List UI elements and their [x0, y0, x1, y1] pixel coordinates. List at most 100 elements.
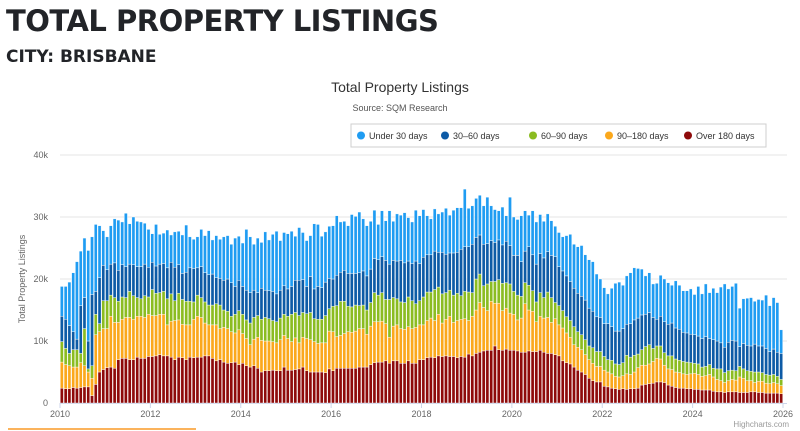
bar-segment-over-180-days[interactable] [319, 371, 324, 404]
bar-segment-under-30-days[interactable] [681, 290, 685, 333]
bar-segment-30-60-days[interactable] [346, 273, 350, 307]
bar-segment-90-180-days[interactable] [602, 369, 606, 387]
bar-segment-under-30-days[interactable] [444, 208, 448, 255]
bar-segment-90-180-days[interactable] [745, 380, 749, 393]
bar-segment-60-90-days[interactable] [380, 292, 384, 322]
bar-segment-90-180-days[interactable] [564, 332, 569, 363]
bar-segment-60-90-days[interactable] [534, 301, 539, 322]
bar-segment-60-90-days[interactable] [779, 379, 783, 386]
bar-segment-90-180-days[interactable] [628, 374, 633, 389]
bar-segment-under-30-days[interactable] [173, 231, 177, 268]
bar-segment-over-180-days[interactable] [395, 360, 399, 404]
bar-segment-60-90-days[interactable] [278, 317, 283, 340]
bar-segment-60-90-days[interactable] [632, 355, 637, 373]
bar-segment-over-180-days[interactable] [606, 386, 610, 404]
bar-segment-30-60-days[interactable] [342, 270, 347, 302]
bar-segment-90-180-days[interactable] [704, 375, 708, 391]
bar-segment-30-60-days[interactable] [726, 342, 731, 371]
bar-segment-30-60-days[interactable] [658, 316, 663, 347]
bar-segment-60-90-days[interactable] [161, 291, 166, 315]
bar-segment-60-90-days[interactable] [312, 318, 316, 342]
bar-segment-over-180-days[interactable] [240, 363, 245, 404]
bar-segment-over-180-days[interactable] [286, 369, 290, 404]
bar-segment-90-180-days[interactable] [432, 320, 437, 358]
bar-segment-under-30-days[interactable] [353, 216, 358, 274]
bar-segment-60-90-days[interactable] [594, 351, 599, 367]
bar-segment-90-180-days[interactable] [448, 316, 452, 357]
bar-segment-60-90-days[interactable] [459, 295, 463, 320]
bar-segment-over-180-days[interactable] [297, 368, 301, 404]
bar-segment-over-180-days[interactable] [519, 351, 524, 404]
bar-segment-under-30-days[interactable] [775, 302, 780, 353]
bar-segment-under-30-days[interactable] [459, 207, 463, 250]
bar-segment-under-30-days[interactable] [191, 239, 196, 269]
bar-segment-30-60-days[interactable] [127, 263, 132, 292]
bar-segment-over-180-days[interactable] [530, 351, 535, 404]
bar-segment-30-60-days[interactable] [297, 280, 301, 316]
bar-segment-under-30-days[interactable] [387, 210, 392, 265]
bar-segment-30-60-days[interactable] [764, 348, 768, 375]
bar-segment-90-180-days[interactable] [572, 344, 576, 368]
bar-segment-over-180-days[interactable] [704, 389, 708, 404]
bar-segment-over-180-days[interactable] [707, 389, 712, 404]
bar-segment-90-180-days[interactable] [203, 322, 207, 357]
bar-segment-90-180-days[interactable] [730, 379, 734, 393]
bar-segment-over-180-days[interactable] [387, 363, 392, 404]
bar-segment-30-60-days[interactable] [493, 242, 497, 282]
bar-segment-under-30-days[interactable] [399, 214, 403, 261]
bar-segment-90-180-days[interactable] [576, 347, 580, 371]
bar-segment-90-180-days[interactable] [387, 337, 392, 364]
bar-segment-over-180-days[interactable] [176, 356, 181, 404]
bar-segment-over-180-days[interactable] [760, 392, 765, 404]
bar-segment-60-90-days[interactable] [365, 309, 369, 335]
bar-segment-over-180-days[interactable] [557, 355, 561, 404]
bar-segment-60-90-days[interactable] [361, 304, 365, 329]
bar-segment-under-30-days[interactable] [131, 216, 136, 265]
bar-segment-60-90-days[interactable] [760, 372, 765, 382]
bar-segment-over-180-days[interactable] [365, 366, 369, 404]
bar-segment-over-180-days[interactable] [775, 392, 780, 404]
bar-segment-over-180-days[interactable] [666, 384, 670, 404]
bar-segment-30-60-days[interactable] [538, 253, 542, 293]
bar-segment-30-60-days[interactable] [662, 321, 667, 353]
bar-segment-60-90-days[interactable] [432, 289, 437, 321]
bar-segment-90-180-days[interactable] [90, 378, 94, 396]
bar-segment-over-180-days[interactable] [195, 356, 200, 404]
bar-segment-over-180-days[interactable] [542, 351, 546, 404]
bar-segment-under-30-days[interactable] [380, 210, 384, 257]
bar-segment-90-180-days[interactable] [124, 317, 128, 359]
bar-segment-90-180-days[interactable] [78, 362, 83, 388]
bar-segment-90-180-days[interactable] [455, 320, 460, 358]
bar-segment-60-90-days[interactable] [549, 297, 554, 323]
bar-segment-60-90-days[interactable] [726, 370, 731, 381]
bar-segment-under-30-days[interactable] [756, 299, 761, 347]
bar-segment-under-30-days[interactable] [289, 231, 294, 287]
bar-segment-90-180-days[interactable] [282, 335, 286, 368]
bar-segment-under-30-days[interactable] [429, 218, 433, 256]
bar-segment-under-30-days[interactable] [101, 230, 106, 266]
bar-segment-60-90-days[interactable] [335, 305, 339, 337]
bar-segment-60-90-days[interactable] [267, 318, 271, 342]
bar-segment-over-180-days[interactable] [715, 391, 719, 404]
bar-segment-30-60-days[interactable] [730, 340, 734, 371]
bar-segment-60-90-days[interactable] [602, 356, 606, 371]
bar-segment-90-180-days[interactable] [613, 376, 618, 389]
bar-segment-60-90-days[interactable] [734, 370, 738, 381]
bar-segment-under-30-days[interactable] [240, 242, 245, 287]
bar-segment-90-180-days[interactable] [158, 314, 162, 355]
bar-segment-60-90-days[interactable] [564, 316, 569, 334]
bar-segment-30-60-days[interactable] [267, 290, 271, 319]
bar-segment-90-180-days[interactable] [383, 323, 388, 362]
bar-segment-90-180-days[interactable] [753, 382, 757, 393]
bar-segment-90-180-days[interactable] [700, 376, 704, 391]
bar-segment-30-60-days[interactable] [448, 252, 452, 291]
bar-segment-under-30-days[interactable] [730, 286, 734, 341]
bar-segment-under-30-days[interactable] [542, 221, 546, 259]
bar-segment-90-180-days[interactable] [681, 373, 685, 389]
bar-segment-30-60-days[interactable] [685, 332, 689, 363]
bar-segment-under-30-days[interactable] [670, 285, 674, 324]
bar-segment-90-180-days[interactable] [515, 319, 520, 352]
bar-segment-under-30-days[interactable] [222, 236, 226, 281]
bar-segment-under-30-days[interactable] [647, 272, 652, 313]
bar-segment-under-30-days[interactable] [365, 225, 369, 277]
